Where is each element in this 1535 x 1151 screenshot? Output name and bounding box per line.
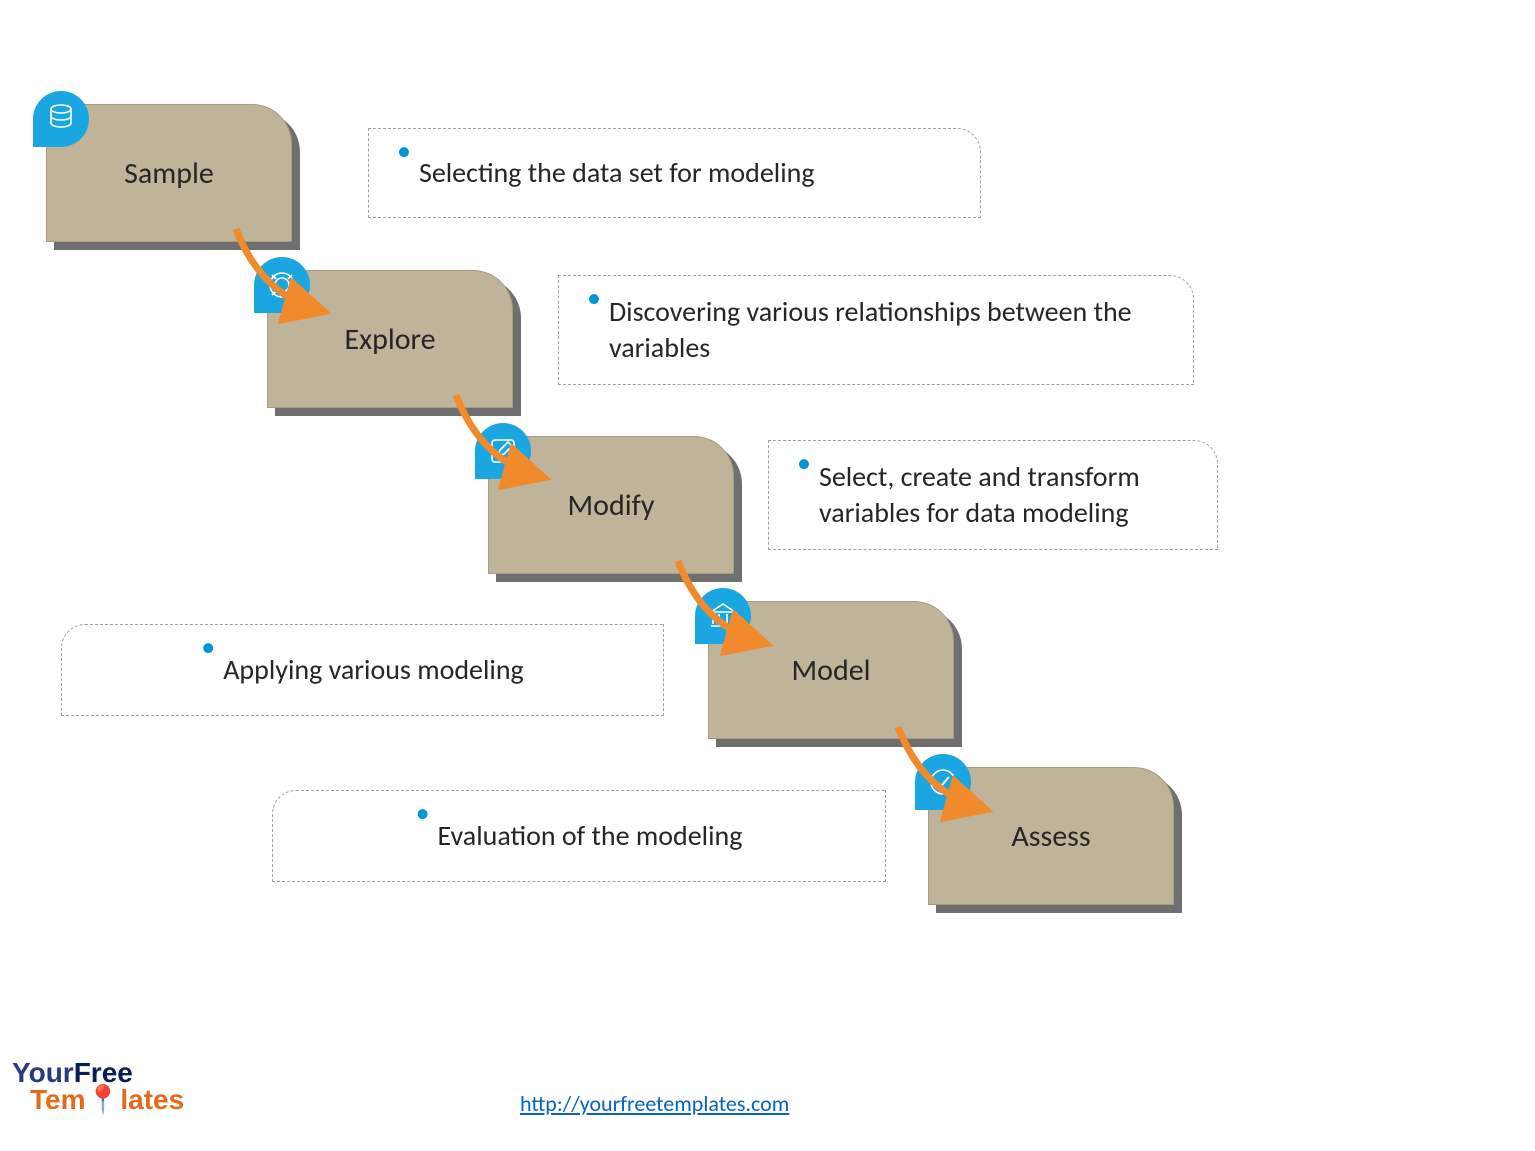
- connector-arrow-4: [868, 692, 1008, 832]
- bullet: •: [416, 791, 430, 831]
- step-label-model: Model: [791, 652, 870, 689]
- connector-arrow-3: [648, 526, 788, 666]
- logo-word-4: lates: [120, 1084, 184, 1115]
- desc-text-assess: Evaluation of the modeling: [438, 818, 743, 854]
- bullet: •: [587, 276, 601, 316]
- step-label-explore: Explore: [344, 321, 435, 358]
- step-label-modify: Modify: [568, 487, 655, 524]
- bullet: •: [201, 625, 215, 665]
- desc-text-sample: Selecting the data set for modeling: [419, 155, 815, 191]
- logo-word-3: Tem: [30, 1084, 86, 1115]
- logo: YourFree Tem📍lates: [12, 1060, 184, 1113]
- desc-text-modify: Select, create and transform variables f…: [819, 459, 1189, 532]
- bullet: •: [397, 129, 411, 169]
- step-label-sample: Sample: [124, 155, 214, 192]
- desc-box-modify: •Select, create and transform variables …: [768, 440, 1218, 550]
- desc-text-model: Applying various modeling: [223, 652, 523, 688]
- connector-arrow-1: [206, 194, 346, 334]
- desc-box-assess: •Evaluation of the modeling: [272, 790, 886, 882]
- pin-icon: 📍: [86, 1084, 121, 1115]
- footer-link[interactable]: http://yourfreetemplates.com: [520, 1090, 789, 1117]
- desc-text-explore: Discovering various relationships betwee…: [609, 294, 1165, 367]
- desc-box-model: •Applying various modeling: [61, 624, 664, 716]
- connector-arrow-2: [426, 360, 566, 500]
- database-icon: [33, 91, 89, 147]
- step-label-assess: Assess: [1011, 818, 1090, 855]
- desc-box-explore: •Discovering various relationships betwe…: [558, 275, 1194, 385]
- desc-box-sample: •Selecting the data set for modeling: [368, 128, 981, 218]
- bullet: •: [797, 441, 811, 481]
